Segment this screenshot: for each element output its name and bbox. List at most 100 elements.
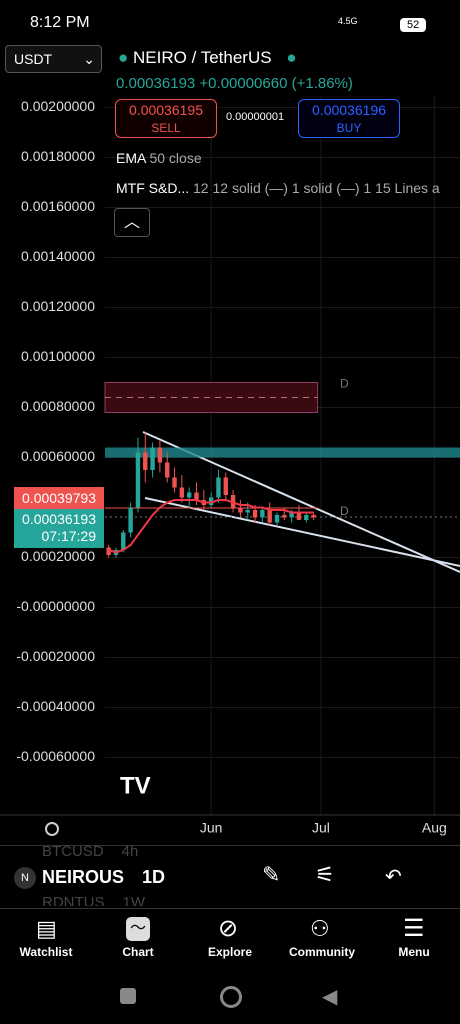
zone-label: D xyxy=(340,377,349,391)
candle-body xyxy=(135,452,141,508)
symbol-icon: N xyxy=(14,867,36,889)
indicator-name: MTF S&D... xyxy=(116,180,190,196)
symbol: RDNTUS xyxy=(42,894,105,906)
candle-body xyxy=(216,477,221,498)
indicator[interactable]: EMA 50 close xyxy=(116,150,202,166)
indicator[interactable]: MTF S&D... 12 12 solid (—) 1 solid (—) 1… xyxy=(116,180,460,196)
nav-item[interactable]: Community xyxy=(289,945,355,959)
candle-body xyxy=(179,487,185,498)
candle-body xyxy=(267,510,272,523)
indicator-name: EMA xyxy=(116,150,146,166)
candle-body xyxy=(289,512,294,518)
undo[interactable]: ↶ xyxy=(385,866,402,888)
y-tick-label: 0.00180000 xyxy=(21,148,95,164)
clock: 8:12 PM xyxy=(30,14,90,31)
candle-body xyxy=(282,515,287,518)
system-home[interactable] xyxy=(220,986,242,1008)
change: +0.00000660 (+1.86%) xyxy=(199,75,353,92)
watchlist-icon: ▤ xyxy=(36,916,57,941)
zone-label: D xyxy=(340,504,349,518)
prev-symbol[interactable]: BTCUSD 4h xyxy=(42,843,138,860)
sell-price: 0.00036195 xyxy=(129,102,203,118)
y-tick-label: 0.00160000 xyxy=(21,198,95,214)
x-tick-label: Jun xyxy=(200,820,223,836)
candle-body xyxy=(186,492,192,498)
nav-item[interactable]: Explore xyxy=(207,945,252,959)
candle-body xyxy=(223,477,228,495)
system-back[interactable]: ◀ xyxy=(322,986,338,1008)
candle-body xyxy=(230,495,236,508)
current-price-label: 0.00036193 07:17:29 xyxy=(14,509,104,548)
candle-body xyxy=(311,515,316,518)
currency: USDT xyxy=(14,51,53,67)
candle-body xyxy=(245,510,250,513)
indicator-tool[interactable]: ⚟ xyxy=(315,862,335,887)
buy-price: 0.00036196 xyxy=(312,102,386,118)
menu-icon: ☰ xyxy=(403,915,425,942)
marker-price: 0.00039793 xyxy=(14,487,104,509)
symbol: NEIRO / TetherUS xyxy=(133,48,272,67)
current-price: 0.00036193 xyxy=(22,511,96,527)
explore-icon: ⊘ xyxy=(218,915,239,942)
indicator-params: 50 close xyxy=(149,150,202,166)
y-tick-label: 0.00020000 xyxy=(21,548,95,564)
candle-body xyxy=(172,477,177,488)
candle-body xyxy=(296,512,302,520)
logo: TV xyxy=(120,772,151,799)
battery: 52 xyxy=(400,18,427,32)
next-symbol[interactable]: RDNTUS 1W xyxy=(42,894,145,906)
network: 4.5G xyxy=(338,16,358,26)
y-tick-label: -0.00040000 xyxy=(16,698,95,714)
candle-body xyxy=(165,462,170,478)
countdown: 07:17:29 xyxy=(41,528,97,544)
y-tick-label: 0.00200000 xyxy=(21,98,95,114)
x-tick-label: Jul xyxy=(312,820,330,836)
trendline xyxy=(144,497,460,567)
sell-button[interactable]: 0.00036195 SELL xyxy=(115,99,217,138)
candle-body xyxy=(260,510,265,518)
nav-item[interactable]: Menu xyxy=(398,945,430,959)
nav-item[interactable]: Chart xyxy=(122,945,154,959)
price-line: 0.00036193 +0.00000660 (+1.86%) xyxy=(116,75,353,92)
candle-body xyxy=(252,510,258,518)
symbol-title: ● NEIRO / TetherUS ● xyxy=(118,48,297,67)
candle-body xyxy=(238,507,243,513)
y-tick-label: 0.00080000 xyxy=(21,398,95,414)
system-recents[interactable] xyxy=(120,988,136,1004)
chart-icon: 〜 xyxy=(126,917,150,941)
candle-body xyxy=(128,507,133,533)
nav-item[interactable]: Watchlist xyxy=(19,945,73,959)
y-tick-label: 0.00120000 xyxy=(21,298,95,314)
symbol: NEIROUS xyxy=(42,867,125,887)
y-tick-label: -0.00000000 xyxy=(16,598,95,614)
candle-body xyxy=(194,492,199,500)
y-tick-label: -0.00060000 xyxy=(16,748,95,764)
y-tick-label: -0.00020000 xyxy=(16,648,95,664)
last-price: 0.00036193 xyxy=(116,75,196,92)
collapse-button[interactable]: ︿ xyxy=(114,208,150,237)
nav-bar xyxy=(0,908,460,971)
chart: TV 0.00200000 0.00180000 0.00160000 0.00140… xyxy=(0,95,460,836)
candle-body xyxy=(106,547,111,555)
symbol: BTCUSD xyxy=(42,843,104,860)
candle-body xyxy=(143,452,148,470)
indicator-params: 12 12 solid (—) 1 solid (—) 1 15 Lines a xyxy=(193,180,440,196)
x-tick-label: Aug xyxy=(422,820,447,836)
y-tick-label: 0.00100000 xyxy=(21,348,95,364)
candle-body xyxy=(121,532,126,550)
symbol-selector[interactable]: NEIROUS 1D xyxy=(42,867,165,888)
ema-line xyxy=(108,499,314,554)
settings-icon[interactable] xyxy=(45,822,59,836)
candle-body xyxy=(304,515,309,520)
candle-body xyxy=(157,447,163,463)
buy-label: BUY xyxy=(336,121,362,135)
currency-select[interactable]: USDT ⌄ xyxy=(5,45,102,73)
community-icon: ⚇ xyxy=(310,916,330,941)
interval: 4h xyxy=(121,843,139,860)
buy-button[interactable]: 0.00036196 BUY xyxy=(298,99,400,138)
symbol-bar xyxy=(0,845,460,908)
draw-tool[interactable]: ✎ xyxy=(262,862,281,887)
candle-body xyxy=(274,515,280,523)
y-tick-label: 0.00060000 xyxy=(21,448,95,464)
